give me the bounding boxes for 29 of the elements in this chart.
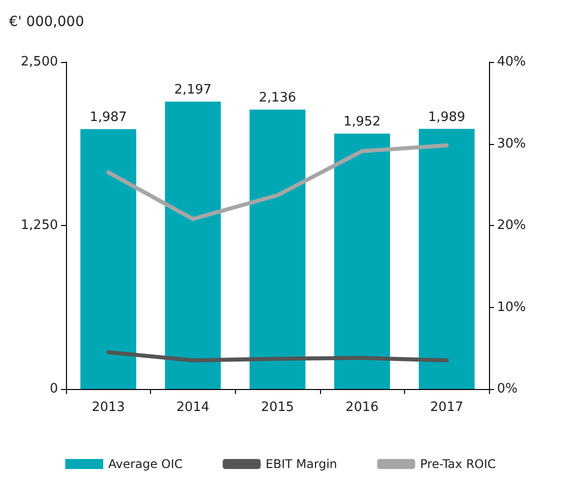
legend-label: Pre-Tax ROIC	[420, 457, 496, 471]
x-tick-label: 2015	[260, 400, 294, 415]
y-tick-label: 2,500	[20, 54, 58, 70]
bar	[164, 102, 221, 389]
bar	[418, 128, 475, 389]
y2-tick-label: 30%	[497, 136, 526, 152]
line-series	[106, 143, 449, 221]
bar	[334, 134, 390, 389]
legend-label: EBIT Margin	[266, 457, 338, 471]
data-label: 1,989	[428, 110, 466, 125]
x-tick-label: 2013	[92, 400, 125, 415]
data-label: 1,952	[343, 114, 381, 130]
bar	[80, 129, 136, 389]
legend-label: Average OIC	[108, 457, 183, 471]
bar	[250, 110, 306, 389]
y2-tick-label: 0%	[497, 382, 518, 396]
data-label: 2,197	[174, 82, 212, 98]
y2-tick-label: 40%	[497, 54, 526, 70]
line-series	[106, 350, 449, 362]
y-tick-label: 1,250	[20, 218, 58, 233]
y-tick-label: 0	[50, 382, 58, 396]
x-tick-label: 2014	[176, 400, 210, 415]
y2-tick-label: 20%	[497, 218, 526, 233]
x-tick-label: 2016	[346, 400, 379, 415]
x-tick-label: 2017	[430, 400, 464, 415]
data-label: 2,136	[258, 90, 296, 106]
y2-tick-label: 10%	[497, 300, 526, 315]
y-axis-title: €' 000,000	[9, 14, 84, 30]
data-label: 1,987	[90, 110, 127, 126]
